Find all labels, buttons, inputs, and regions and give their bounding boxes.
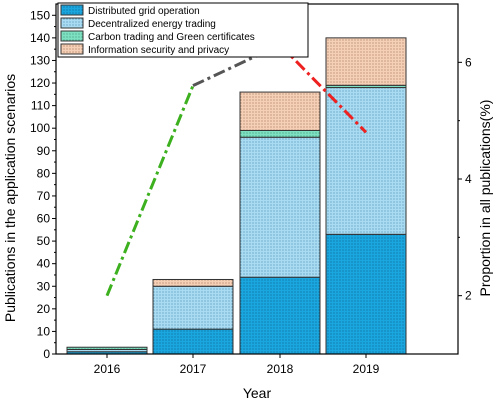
y-tick-label-100: 100: [30, 121, 50, 135]
bar-segment-2018-s2: [239, 129, 321, 138]
y2-axis-title: Proportion in all publications(%): [477, 100, 493, 297]
y-tick-label-10: 10: [37, 324, 51, 338]
y-tick-label-30: 30: [37, 279, 51, 293]
legend-label-3: Information security and privacy: [88, 45, 229, 56]
bar-segment-2017-s1: [152, 285, 234, 330]
bar-segment-2019-s3: [325, 37, 407, 86]
y-tick-label-130: 130: [30, 53, 50, 67]
legend-swatch-0: [60, 4, 84, 16]
x-tick-label-2019: 2019: [353, 362, 380, 376]
legend-label-2: Carbon trading and Green certificates: [88, 32, 255, 43]
y-tick-label-70: 70: [37, 189, 51, 203]
y-tick-label-80: 80: [37, 166, 51, 180]
bar-segment-2016-s2: [66, 346, 148, 350]
legend-swatch-3: [60, 43, 84, 55]
line-segment-2018-2019: [278, 43, 368, 134]
y2-tick-label-6: 6: [465, 55, 472, 69]
legend-swatch-2: [60, 30, 84, 42]
bar-segment-2018-s3: [239, 91, 321, 131]
y-tick-label-20: 20: [37, 302, 51, 316]
y2-tick-label-4: 4: [465, 172, 472, 186]
legend-swatch-1: [60, 17, 84, 29]
x-tick-label-2016: 2016: [94, 362, 121, 376]
x-axis-title: Year: [243, 385, 272, 401]
y-axis-title: Publications in the application scenario…: [2, 74, 18, 322]
legend: Distributed grid operation Decentralized …: [57, 2, 309, 58]
y-tick-label-140: 140: [30, 31, 50, 45]
x-tick-label-2018: 2018: [267, 362, 294, 376]
bar-segment-2017-s0: [152, 328, 234, 355]
x-tick-label-2017: 2017: [180, 362, 207, 376]
bar-segment-2019-s1: [325, 87, 407, 235]
bar-segment-2018-s0: [239, 276, 321, 355]
y2-tick-label-2: 2: [465, 289, 472, 303]
y-tick-label-0: 0: [43, 347, 50, 361]
bars-layer: [66, 37, 407, 355]
bar-segment-2019-s0: [325, 233, 407, 355]
y-tick-label-120: 120: [30, 76, 50, 90]
legend-box: [57, 2, 309, 58]
bar-segment-2017-s3: [152, 278, 234, 287]
y-tick-label-40: 40: [37, 257, 51, 271]
axes: 0 10 20 30 40 50 60 70 80 90 100 110 120 130 140 150 2 4 6…: [30, 3, 472, 376]
y-tick-label-60: 60: [37, 212, 51, 226]
y-tick-label-90: 90: [37, 144, 51, 158]
legend-label-0: Distributed grid operation: [88, 6, 200, 17]
y-tick-label-110: 110: [31, 99, 50, 113]
line-segment-2016-2017: [105, 85, 195, 297]
y-tick-label-50: 50: [37, 234, 51, 248]
bar-segment-2018-s1: [239, 136, 321, 278]
y-tick-label-150: 150: [30, 8, 50, 22]
legend-label-1: Decentralized energy trading: [88, 19, 216, 30]
